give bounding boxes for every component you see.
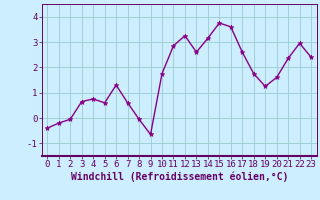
X-axis label: Windchill (Refroidissement éolien,°C): Windchill (Refroidissement éolien,°C) <box>70 172 288 182</box>
